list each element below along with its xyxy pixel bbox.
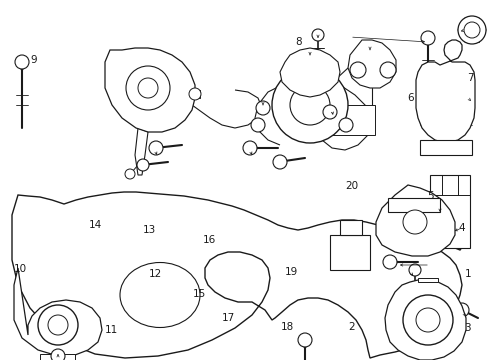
Circle shape	[402, 295, 452, 345]
Text: 10: 10	[14, 264, 27, 274]
Circle shape	[272, 155, 286, 169]
Circle shape	[125, 169, 135, 179]
Text: 2: 2	[347, 322, 354, 332]
Text: 11: 11	[104, 325, 118, 336]
Circle shape	[349, 62, 365, 78]
Polygon shape	[415, 40, 474, 142]
Polygon shape	[419, 140, 471, 155]
Text: 17: 17	[222, 312, 235, 323]
Polygon shape	[429, 175, 469, 248]
Text: 1: 1	[464, 269, 471, 279]
Circle shape	[454, 303, 468, 317]
Circle shape	[48, 315, 68, 335]
Circle shape	[415, 308, 439, 332]
Circle shape	[323, 105, 336, 119]
Circle shape	[243, 141, 257, 155]
Text: 20: 20	[345, 181, 358, 192]
Text: 18: 18	[280, 322, 294, 332]
Polygon shape	[192, 90, 262, 128]
Polygon shape	[14, 268, 102, 356]
Polygon shape	[12, 192, 467, 358]
Text: 3: 3	[463, 323, 469, 333]
Circle shape	[379, 62, 395, 78]
Text: 15: 15	[192, 289, 206, 300]
Circle shape	[289, 85, 329, 125]
Circle shape	[51, 349, 65, 360]
Text: 8: 8	[294, 37, 301, 48]
Polygon shape	[135, 128, 148, 175]
Polygon shape	[347, 40, 395, 88]
Polygon shape	[280, 48, 339, 97]
Text: 19: 19	[284, 267, 297, 277]
Text: 7: 7	[466, 73, 473, 84]
Circle shape	[408, 264, 420, 276]
Circle shape	[463, 22, 479, 38]
Circle shape	[15, 55, 29, 69]
Text: 14: 14	[88, 220, 102, 230]
Text: 16: 16	[202, 235, 216, 246]
Polygon shape	[329, 235, 369, 270]
Text: 12: 12	[148, 269, 162, 279]
Polygon shape	[384, 280, 465, 360]
Polygon shape	[254, 85, 282, 145]
Text: 6: 6	[407, 93, 413, 103]
Circle shape	[338, 118, 352, 132]
Text: 13: 13	[142, 225, 156, 235]
Text: 5: 5	[426, 191, 433, 201]
Polygon shape	[375, 185, 454, 256]
Circle shape	[250, 118, 264, 132]
Text: 9: 9	[30, 55, 37, 66]
Polygon shape	[40, 354, 75, 360]
Polygon shape	[192, 90, 200, 98]
Circle shape	[189, 88, 201, 100]
Circle shape	[256, 101, 269, 115]
Polygon shape	[339, 220, 361, 235]
Circle shape	[137, 159, 149, 171]
Circle shape	[297, 333, 311, 347]
Circle shape	[271, 67, 347, 143]
Circle shape	[420, 31, 434, 45]
Polygon shape	[387, 198, 439, 212]
Polygon shape	[417, 278, 437, 282]
Polygon shape	[329, 105, 374, 135]
Circle shape	[138, 78, 158, 98]
Polygon shape	[314, 85, 371, 150]
Circle shape	[382, 255, 396, 269]
Circle shape	[457, 16, 485, 44]
Circle shape	[402, 210, 426, 234]
Ellipse shape	[120, 262, 200, 328]
Circle shape	[311, 29, 324, 41]
Circle shape	[126, 66, 170, 110]
Polygon shape	[319, 68, 347, 105]
Circle shape	[149, 141, 163, 155]
Text: 4: 4	[458, 222, 465, 233]
Circle shape	[38, 305, 78, 345]
Polygon shape	[105, 48, 195, 132]
